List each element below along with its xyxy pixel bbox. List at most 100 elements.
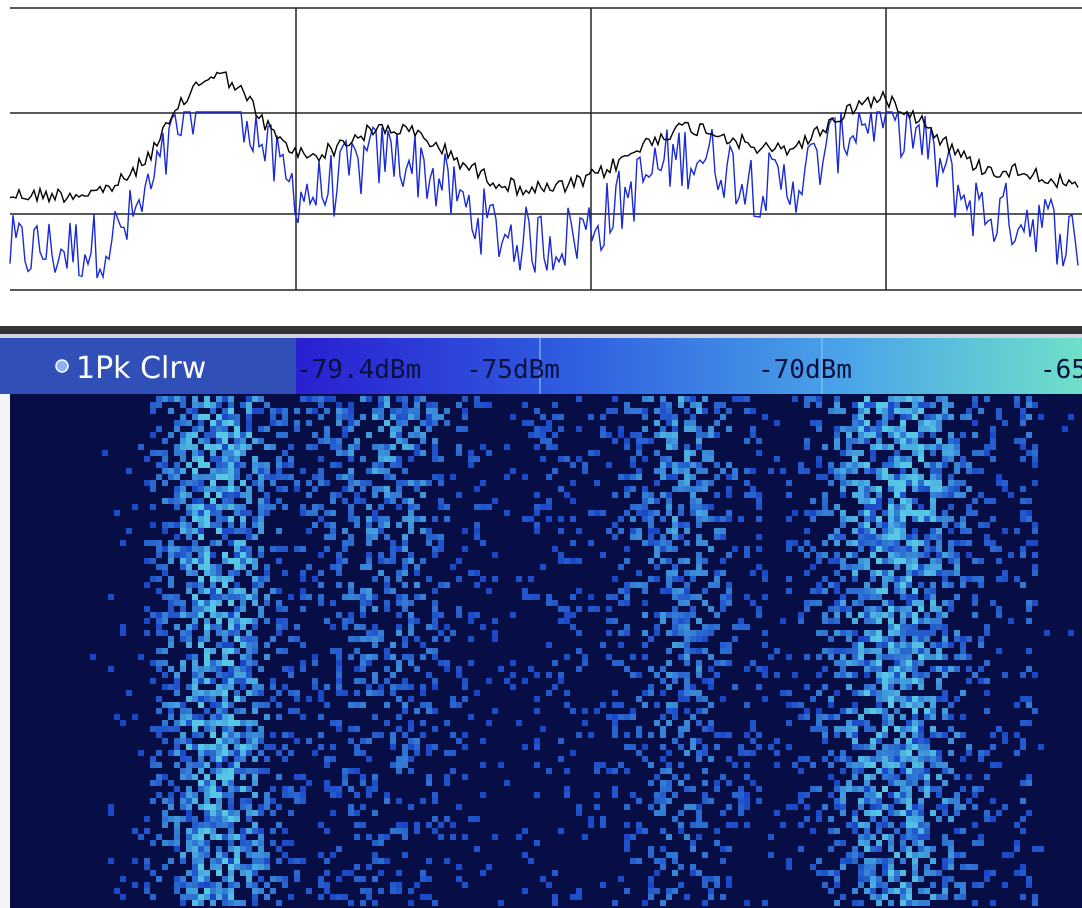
cell — [480, 540, 486, 546]
cell — [792, 672, 798, 678]
cell — [336, 660, 342, 666]
cell — [366, 468, 372, 474]
cell — [918, 702, 924, 708]
cell — [660, 666, 666, 672]
cell — [984, 678, 990, 684]
cell — [438, 414, 444, 420]
cell — [546, 474, 552, 480]
cell — [690, 738, 696, 744]
cell — [894, 480, 900, 486]
cell — [234, 810, 240, 816]
cell — [636, 696, 642, 702]
cell — [498, 762, 504, 768]
cell — [210, 576, 216, 582]
cell — [642, 582, 648, 588]
cell — [894, 456, 900, 462]
cell — [780, 822, 786, 828]
cell — [876, 492, 882, 498]
cell — [816, 672, 822, 678]
cell — [762, 900, 768, 906]
cell — [288, 594, 294, 600]
cell — [354, 492, 360, 498]
cell — [834, 870, 840, 876]
cell — [696, 618, 702, 624]
cell — [348, 804, 354, 810]
cell — [594, 450, 600, 456]
cell — [192, 546, 198, 552]
cell — [150, 726, 156, 732]
cell — [414, 618, 420, 624]
cell — [246, 618, 252, 624]
cell — [648, 762, 654, 768]
cell — [834, 468, 840, 474]
cell — [870, 882, 876, 888]
cell — [948, 450, 954, 456]
cell — [870, 486, 876, 492]
cell — [834, 798, 840, 804]
cell — [990, 432, 996, 438]
cell — [432, 534, 438, 540]
cell — [696, 468, 702, 474]
cell — [234, 468, 240, 474]
cell — [300, 666, 306, 672]
cell — [834, 582, 840, 588]
cell — [528, 666, 534, 672]
cell — [174, 426, 180, 432]
cell — [900, 408, 906, 414]
cell — [876, 444, 882, 450]
cell — [564, 654, 570, 660]
cell — [900, 810, 906, 816]
cell — [876, 678, 882, 684]
cell — [234, 858, 240, 864]
cell — [252, 840, 258, 846]
cell — [654, 408, 660, 414]
cell — [210, 690, 216, 696]
cell — [240, 606, 246, 612]
cell — [624, 588, 630, 594]
cell — [576, 426, 582, 432]
cell — [924, 630, 930, 636]
cell — [408, 756, 414, 762]
cell — [396, 504, 402, 510]
cell — [918, 564, 924, 570]
cell — [348, 612, 354, 618]
cell — [906, 888, 912, 894]
cell — [840, 486, 846, 492]
cell — [870, 690, 876, 696]
cell — [168, 606, 174, 612]
cell — [918, 900, 924, 906]
cell — [186, 798, 192, 804]
cell — [192, 864, 198, 870]
cell — [420, 684, 426, 690]
cell — [210, 426, 216, 432]
cell — [846, 540, 852, 546]
cell — [474, 570, 480, 576]
cell — [900, 468, 906, 474]
cell — [282, 420, 288, 426]
cell — [858, 864, 864, 870]
cell — [246, 786, 252, 792]
cell — [228, 444, 234, 450]
cell — [966, 510, 972, 516]
cell — [264, 462, 270, 468]
cell — [582, 654, 588, 660]
cell — [396, 882, 402, 888]
cell — [954, 882, 960, 888]
cell — [930, 606, 936, 612]
cell — [918, 426, 924, 432]
cell — [642, 600, 648, 606]
cell — [402, 756, 408, 762]
cell — [708, 606, 714, 612]
cell — [168, 708, 174, 714]
cell — [360, 414, 366, 420]
cell — [330, 564, 336, 570]
cell — [510, 612, 516, 618]
cell — [264, 654, 270, 660]
cell — [558, 456, 564, 462]
cell — [636, 504, 642, 510]
cell — [882, 612, 888, 618]
cell — [924, 834, 930, 840]
cell — [660, 780, 666, 786]
cell — [942, 456, 948, 462]
cell — [582, 834, 588, 840]
